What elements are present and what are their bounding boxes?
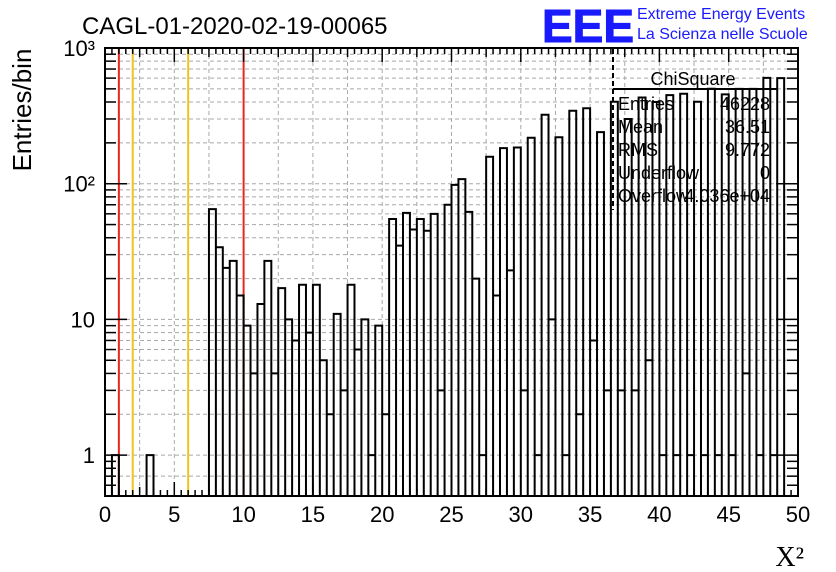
stats-label-underflow: Underflow xyxy=(618,163,700,183)
x-tick-label: 45 xyxy=(716,502,740,527)
x-tick-label: 0 xyxy=(99,502,111,527)
x-tick-label: 25 xyxy=(439,502,463,527)
x-tick-label: 10 xyxy=(231,502,255,527)
stats-value-entries: 46228 xyxy=(720,94,770,114)
x-tick-label: 20 xyxy=(370,502,394,527)
x-tick-label: 15 xyxy=(301,502,325,527)
stats-label-entries: Entries xyxy=(618,94,674,114)
x-tick-label: 5 xyxy=(168,502,180,527)
x-tick-label: 30 xyxy=(509,502,533,527)
reference-lines xyxy=(117,48,245,496)
y-tick-label: 10² xyxy=(63,172,95,197)
chart-title: CAGL-01-2020-02-19-00065 xyxy=(82,13,388,40)
stats-title: ChiSquare xyxy=(650,69,735,89)
y-tick-label: 10³ xyxy=(63,36,95,61)
stats-value-rms: 9.772 xyxy=(725,140,770,160)
x-tick-label: 35 xyxy=(578,502,602,527)
brand-line-1: Extreme Energy Events xyxy=(637,6,805,23)
y-tick-label: 1 xyxy=(83,443,95,468)
x-axis-label: X² xyxy=(775,542,804,572)
x-tick-labels: 0 5 10 15 20 25 30 35 40 45 50 xyxy=(99,502,810,527)
x-tick-label: 50 xyxy=(786,502,810,527)
x-tick-label: 40 xyxy=(647,502,671,527)
brand-line-2: La Scienza nelle Scuole xyxy=(637,26,808,43)
stats-label-overflow: Overflow xyxy=(618,186,690,206)
y-tick-label: 10 xyxy=(71,307,95,332)
axes xyxy=(104,47,799,497)
stats-label-rms: RMS xyxy=(618,140,658,160)
stats-label-mean: Mean xyxy=(618,117,663,137)
y-tick-labels: 1 10 10² 10³ xyxy=(63,36,95,468)
stats-value-underflow: 0 xyxy=(760,163,770,183)
stats-value-overflow: 4.036e+04 xyxy=(684,186,770,206)
eee-logo: EEE xyxy=(542,0,634,52)
stats-value-mean: 36.51 xyxy=(725,117,770,137)
y-axis-label: Entries/bin xyxy=(7,49,37,172)
stats-box: ChiSquare Entries 46228 Mean 36.51 RMS 9… xyxy=(612,49,778,210)
